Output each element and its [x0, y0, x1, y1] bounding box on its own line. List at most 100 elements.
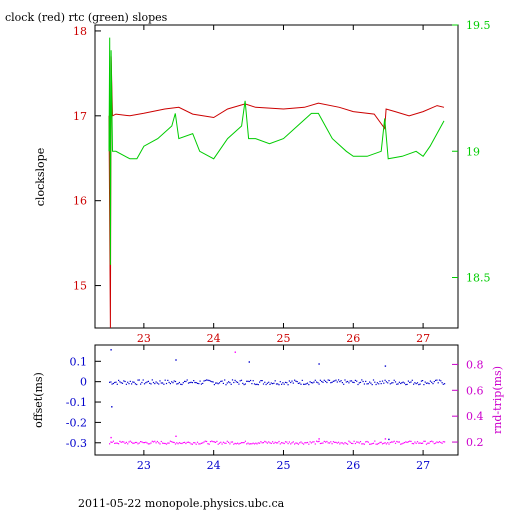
round-trip-point [185, 442, 187, 445]
offset-point [422, 380, 424, 382]
offset-point [211, 381, 213, 383]
offset-point [265, 383, 267, 386]
offset-point [413, 383, 415, 385]
offset-point [246, 380, 248, 382]
offset-point [171, 381, 173, 383]
offset-point [193, 380, 195, 382]
offset-point [163, 383, 165, 385]
offset-point [261, 380, 263, 382]
x-tick-label: 24 [207, 459, 221, 472]
offset-point [270, 382, 272, 384]
round-trip-point [367, 441, 369, 443]
offset-point [318, 383, 320, 385]
offset-point [268, 381, 270, 383]
round-trip-point [145, 441, 147, 443]
round-trip-point [160, 440, 162, 443]
round-trip-point [140, 441, 142, 443]
round-trip-point [141, 441, 143, 443]
offset-point [150, 383, 152, 385]
round-trip-point [171, 441, 173, 443]
round-trip-point [281, 442, 283, 444]
offset-point [310, 382, 312, 384]
offset-point [326, 381, 328, 384]
offset-point [273, 382, 275, 384]
offset-point [385, 381, 387, 383]
round-trip-point [299, 442, 301, 444]
offset-point [169, 383, 171, 385]
offset-point [305, 383, 307, 385]
offset-point [380, 383, 382, 385]
round-trip-point [409, 440, 411, 442]
round-trip-point [392, 441, 394, 443]
offset-point [176, 383, 178, 385]
round-trip-point [323, 440, 325, 442]
round-trip-point [415, 442, 417, 444]
round-trip-point [295, 442, 297, 444]
round-trip-point [422, 442, 424, 444]
round-trip-point [301, 442, 303, 444]
offset-point [250, 379, 252, 382]
round-trip-point [319, 442, 321, 445]
offset-point [203, 380, 205, 382]
offset-point [237, 381, 239, 383]
y-tick-label: -0.2 [66, 416, 87, 429]
offset-point [127, 381, 129, 383]
round-trip-point [119, 440, 121, 442]
round-trip-point [357, 441, 359, 443]
offset-point [431, 381, 433, 383]
offset-point [164, 379, 166, 381]
round-trip-point [265, 441, 267, 443]
offset-point [172, 382, 174, 384]
offset-point [441, 382, 443, 384]
round-trip-point [233, 443, 235, 445]
offset-point [134, 383, 136, 385]
round-trip-point [441, 442, 443, 444]
offset-point [278, 384, 280, 386]
round-trip-point [213, 441, 215, 443]
bottom-y-axis-label: offset(ms) [32, 372, 45, 428]
offset-point [353, 381, 355, 384]
offset-point [266, 382, 268, 384]
offset-point [338, 379, 340, 381]
round-trip-point [125, 441, 127, 443]
round-trip-point [151, 440, 153, 442]
round-trip-point [306, 441, 309, 444]
offset-point [115, 381, 117, 383]
offset-point [257, 384, 259, 386]
offset-point [131, 383, 133, 385]
offset-point [340, 380, 342, 382]
round-trip-point [173, 441, 175, 444]
round-trip-point [137, 443, 139, 445]
round-trip-point [268, 441, 270, 443]
round-trip-outlier-point [175, 435, 177, 437]
offset-point [405, 384, 407, 386]
offset-point [403, 382, 406, 384]
offset-point [200, 383, 202, 385]
rtc-series-line [108, 37, 445, 265]
round-trip-outlier-point [318, 438, 320, 440]
round-trip-point [348, 440, 350, 442]
offset-outlier-point [111, 406, 113, 408]
offset-point [138, 379, 140, 381]
y-tick-label: 16 [73, 195, 87, 208]
round-trip-point [440, 441, 442, 444]
round-trip-point [234, 442, 236, 444]
round-trip-point [112, 440, 114, 442]
offset-point [243, 384, 245, 386]
offset-point [158, 383, 160, 385]
offset-point [165, 382, 168, 385]
top-plot-frame [94, 24, 459, 329]
x-tick-label: 26 [346, 459, 360, 472]
offset-point [208, 379, 210, 382]
offset-point [287, 384, 289, 386]
offset-point [215, 382, 217, 384]
round-trip-point [423, 440, 425, 442]
offset-point [217, 383, 219, 385]
round-trip-point [224, 442, 226, 444]
round-trip-point [381, 443, 384, 445]
round-trip-point [407, 441, 409, 443]
offset-point [173, 380, 175, 382]
offset-point [350, 380, 353, 382]
offset-point [251, 383, 253, 385]
round-trip-point [341, 442, 343, 444]
